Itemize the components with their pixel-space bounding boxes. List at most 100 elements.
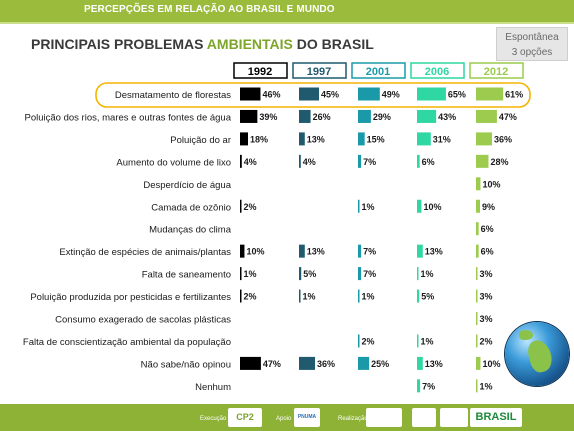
value-label-1997: 13% [307, 134, 325, 144]
bar-1997 [299, 244, 305, 258]
bar-2012 [476, 199, 481, 213]
value-label-1992: 46% [262, 90, 280, 100]
value-label-2001: 7% [363, 269, 376, 279]
environment-logo [440, 408, 468, 427]
bar-1997 [299, 132, 305, 146]
category-label: Desmatamento de florestas [115, 90, 231, 101]
value-label-2006: 31% [433, 134, 451, 144]
bar-2012 [476, 177, 481, 191]
bar-2001 [358, 87, 380, 101]
category-label: Mudanças do clima [149, 225, 232, 236]
value-label-1997: 26% [313, 112, 331, 122]
value-label-2012: 10% [482, 179, 500, 189]
category-label: Poluição do ar [170, 135, 231, 146]
bar-2001 [358, 132, 365, 146]
value-label-2012: 47% [499, 112, 517, 122]
value-label-1997: 5% [303, 269, 316, 279]
value-label-2001: 25% [371, 359, 389, 369]
value-label-2001: 7% [363, 157, 376, 167]
value-label-1997: 4% [303, 157, 316, 167]
value-label-1992: 39% [259, 112, 277, 122]
bar-2006 [417, 379, 421, 393]
value-label-1992: 2% [244, 202, 257, 212]
bar-2012 [476, 244, 479, 258]
bar-2012 [476, 109, 497, 123]
badge-line-2: 3 opções [511, 47, 553, 58]
ministry-logo [412, 408, 436, 427]
chart-title: PRINCIPAIS PROBLEMAS AMBIENTAIS DO BRASI… [31, 36, 374, 52]
bar-2006 [417, 244, 423, 258]
year-box-2006 [410, 62, 465, 79]
category-label: Desperdício de água [143, 180, 231, 191]
value-label-1992: 47% [263, 359, 281, 369]
bar-2001 [358, 356, 370, 370]
category-label: Poluição dos rios, mares e outras fontes… [25, 112, 232, 123]
bar-2001 [358, 289, 360, 303]
category-label: Poluição produzida por pesticidas e fert… [30, 292, 231, 303]
value-label-2012: 3% [480, 269, 493, 279]
bar-2001 [358, 199, 360, 213]
value-label-2001: 1% [362, 292, 375, 302]
highlight-frame [95, 82, 531, 108]
year-label-2001: 2001 [366, 66, 390, 78]
value-label-1997: 13% [307, 247, 325, 257]
value-label-2012: 9% [482, 202, 495, 212]
category-label: Nenhum [195, 382, 231, 393]
bar-1992 [240, 132, 249, 146]
bar-2012 [476, 356, 481, 370]
bar-1992 [240, 244, 245, 258]
year-label-1997: 1997 [307, 66, 331, 78]
year-box-1997 [292, 62, 347, 79]
bar-2012 [476, 132, 493, 146]
value-label-1992: 4% [244, 157, 257, 167]
bar-1997 [299, 289, 301, 303]
bar-2006 [417, 87, 446, 101]
year-label-2006: 2006 [425, 66, 449, 78]
year-box-1992 [233, 62, 288, 79]
response-type-badge: Espontânea 3 opções [496, 27, 568, 61]
value-label-2001: 49% [382, 90, 400, 100]
bar-2006 [417, 132, 431, 146]
value-label-2001: 1% [362, 202, 375, 212]
footer-apoio-label: Apoio [276, 416, 292, 422]
bar-2012 [476, 154, 489, 168]
bar-2001 [358, 154, 362, 168]
bar-1992 [240, 289, 242, 303]
value-label-2012: 28% [490, 157, 508, 167]
bar-2006 [417, 334, 419, 348]
value-label-2006: 7% [422, 381, 435, 391]
value-label-2006: 13% [425, 247, 443, 257]
value-label-2012: 1% [480, 381, 493, 391]
bar-1997 [299, 356, 316, 370]
bar-2012 [476, 87, 504, 101]
value-label-2006: 43% [438, 112, 456, 122]
value-label-2006: 10% [423, 202, 441, 212]
chart-title-part3: DO BRASIL [292, 36, 374, 52]
bar-2006 [417, 109, 437, 123]
bar-2001 [358, 244, 362, 258]
pnuma-logo: PNUMA [294, 408, 320, 427]
bar-2006 [417, 199, 422, 213]
year-box-2001 [351, 62, 406, 79]
rio20-logo [366, 408, 402, 427]
category-label: Aumento do volume de lixo [116, 157, 231, 168]
year-label-2012: 2012 [484, 66, 508, 78]
value-label-2001: 29% [373, 112, 391, 122]
value-label-1992: 1% [244, 269, 257, 279]
chart: 1992 1997 2001 2006 2012 Desmatamento de flor… [23, 62, 531, 393]
bar-2012 [476, 267, 478, 281]
category-label: Camada de ozônio [151, 202, 231, 213]
value-label-2006: 1% [421, 336, 434, 346]
bar-1992 [240, 267, 242, 281]
bar-1992 [240, 199, 242, 213]
value-label-2006: 1% [421, 269, 434, 279]
category-label: Não sabe/não opinou [141, 359, 231, 370]
bar-2012 [476, 289, 478, 303]
category-label: Extinção de espécies de animais/plantas [59, 247, 231, 258]
category-label: Falta de saneamento [142, 270, 231, 281]
bar-2006 [417, 289, 420, 303]
bar-2001 [358, 267, 362, 281]
value-label-2012: 36% [494, 134, 512, 144]
category-label: Consumo exagerado de sacolas plásticas [55, 315, 231, 326]
header-bar-title: PERCEPÇÕES EM RELAÇÃO AO BRASIL E MUNDO [84, 4, 335, 15]
